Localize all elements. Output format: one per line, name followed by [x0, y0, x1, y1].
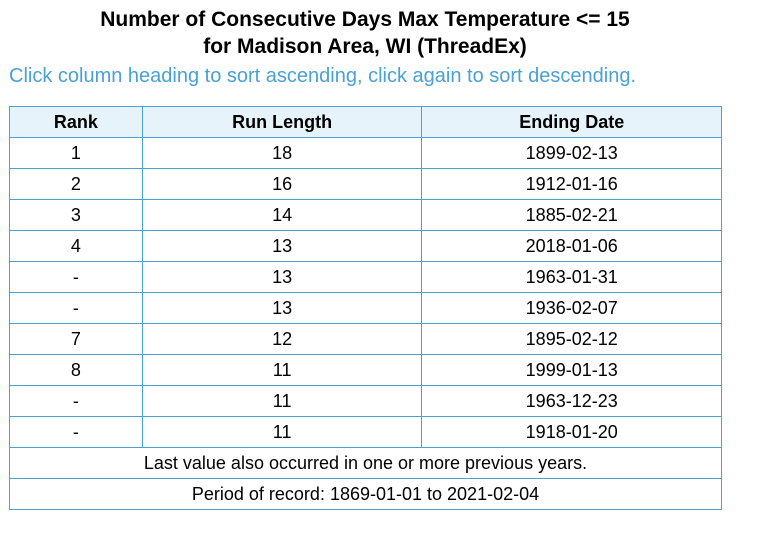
rank-cell: - — [9, 416, 143, 448]
table-row: 7 12 1895-02-12 — [9, 323, 722, 355]
ending-date-cell: 1899-02-13 — [421, 137, 722, 169]
ending-date-cell: 1912-01-16 — [421, 168, 722, 200]
rank-cell: - — [9, 292, 143, 324]
run-length-cell: 14 — [141, 199, 423, 231]
run-length-cell: 13 — [141, 230, 423, 262]
ending-date-cell: 1963-01-31 — [421, 261, 722, 293]
table-row: 2 16 1912-01-16 — [9, 168, 722, 200]
ending-date-cell: 1885-02-21 — [421, 199, 722, 231]
title-line-1: Number of Consecutive Days Max Temperatu… — [100, 8, 630, 31]
ending-date-cell: 1999-01-13 — [421, 354, 722, 386]
table-row: -13 1963-01-31 — [9, 261, 722, 293]
title-line-2: for Madison Area, WI (ThreadEx) — [203, 35, 527, 58]
run-length-cell: 13 — [141, 261, 423, 293]
rank-cell: 8 — [9, 354, 143, 386]
table-row: 1 18 1899-02-13 — [9, 137, 722, 169]
column-header-ending-date[interactable]: Ending Date — [421, 106, 722, 138]
run-length-cell: 11 — [141, 385, 423, 417]
table-row: 3 14 1885-02-21 — [9, 199, 722, 231]
ending-date-cell: 1895-02-12 — [421, 323, 722, 355]
rank-cell: 1 — [9, 137, 143, 169]
table-header-row: Rank Run Length Ending Date — [9, 106, 722, 138]
table-row: 8 11 1999-01-13 — [9, 354, 722, 386]
rank-cell: - — [9, 385, 143, 417]
run-length-cell: 11 — [141, 416, 423, 448]
rank-cell: 2 — [9, 168, 143, 200]
table-row: -13 1936-02-07 — [9, 292, 722, 324]
run-length-cell: 18 — [141, 137, 423, 169]
ending-date-cell: 1936-02-07 — [421, 292, 722, 324]
run-length-cell: 13 — [141, 292, 423, 324]
rank-cell: 3 — [9, 199, 143, 231]
run-length-cell: 11 — [141, 354, 423, 386]
run-length-cell: 16 — [141, 168, 423, 200]
period-of-record: Period of record: 1869-01-01 to 2021-02-… — [9, 478, 722, 510]
ending-date-cell: 2018-01-06 — [421, 230, 722, 262]
rank-cell: - — [9, 261, 143, 293]
rank-cell: 7 — [9, 323, 143, 355]
footnote: Last value also occurred in one or more … — [9, 447, 722, 479]
records-table: Rank Run Length Ending Date 1 18 1899-02-1… — [9, 106, 722, 510]
sort-instructions: Click column heading to sort ascending, … — [9, 65, 637, 87]
footnote-row: Last value also occurred in one or more … — [9, 447, 722, 479]
column-header-run-length[interactable]: Run Length — [141, 106, 423, 138]
table-row: -11 1918-01-20 — [9, 416, 722, 448]
rank-cell: 4 — [9, 230, 143, 262]
page-title: Number of Consecutive Days Max Temperatu… — [0, 6, 730, 60]
ending-date-cell: 1963-12-23 — [421, 385, 722, 417]
table-row: 4 13 2018-01-06 — [9, 230, 722, 262]
column-header-rank[interactable]: Rank — [9, 106, 143, 138]
ending-date-cell: 1918-01-20 — [421, 416, 722, 448]
run-length-cell: 12 — [141, 323, 423, 355]
period-row: Period of record: 1869-01-01 to 2021-02-… — [9, 478, 722, 510]
table-row: -11 1963-12-23 — [9, 385, 722, 417]
